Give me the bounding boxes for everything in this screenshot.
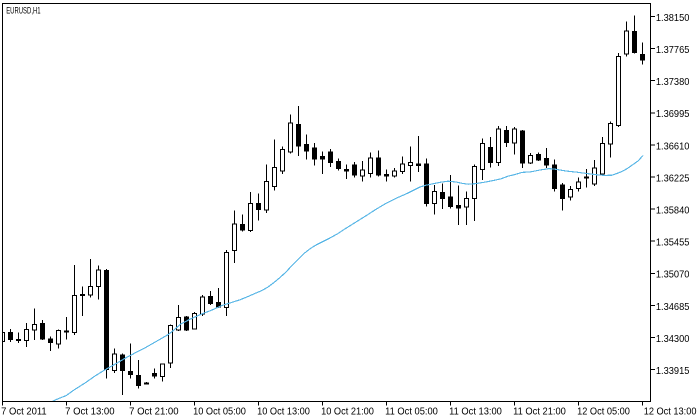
svg-text:1.37380: 1.37380 [656,76,690,88]
svg-text:7 Oct 2011: 7 Oct 2011 [1,405,47,417]
svg-text:7 Oct 21:00: 7 Oct 21:00 [129,405,179,417]
svg-text:1.36995: 1.36995 [656,108,690,120]
svg-text:1.34300: 1.34300 [656,333,690,345]
svg-text:12 Oct 05:00: 12 Oct 05:00 [577,405,630,417]
svg-text:1.36610: 1.36610 [656,140,690,152]
svg-text:12 Oct 13:00: 12 Oct 13:00 [644,405,697,417]
svg-text:11 Oct 21:00: 11 Oct 21:00 [513,405,566,417]
svg-text:1.38150: 1.38150 [656,12,690,24]
svg-text:1.35070: 1.35070 [656,269,690,281]
svg-text:1.33915: 1.33915 [656,365,690,377]
svg-text:1.35455: 1.35455 [656,237,690,249]
svg-text:11 Oct 13:00: 11 Oct 13:00 [449,405,502,417]
svg-text:1.36225: 1.36225 [656,172,690,184]
svg-text:1.35840: 1.35840 [656,205,690,217]
svg-text:10 Oct 21:00: 10 Oct 21:00 [321,405,374,417]
svg-text:7 Oct 13:00: 7 Oct 13:00 [65,405,115,417]
svg-text:11 Oct 05:00: 11 Oct 05:00 [385,405,438,417]
svg-text:EURUSD,H1: EURUSD,H1 [6,5,40,15]
svg-text:10 Oct 05:00: 10 Oct 05:00 [193,405,246,417]
svg-text:10 Oct 13:00: 10 Oct 13:00 [257,405,310,417]
svg-text:1.37765: 1.37765 [656,44,690,56]
svg-text:1.34685: 1.34685 [656,301,690,313]
